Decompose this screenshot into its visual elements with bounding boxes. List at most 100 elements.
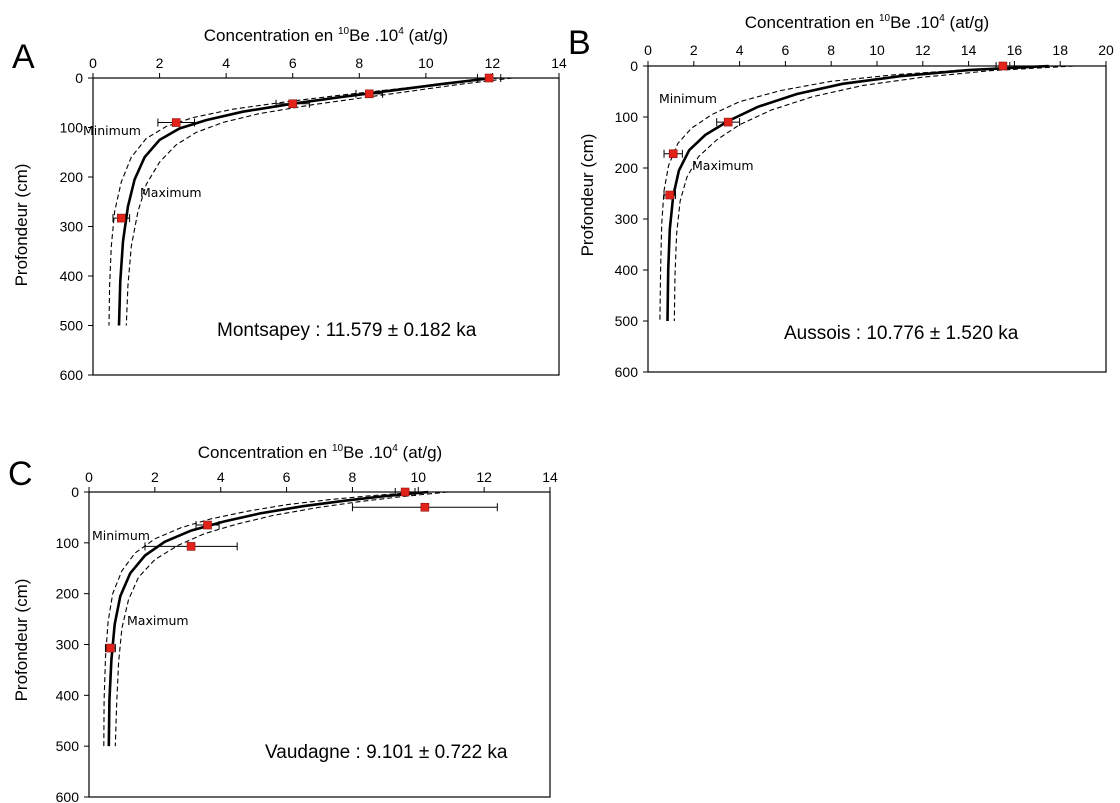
- y-tick-label: 100: [56, 535, 80, 551]
- y-tick-label: 200: [60, 169, 84, 185]
- maximum-curve: [125, 77, 513, 326]
- sample-marker: [186, 542, 196, 551]
- y-tick-label: 500: [60, 318, 84, 334]
- data-points: [663, 61, 1011, 200]
- panel-letter: C: [8, 455, 33, 493]
- x-tick-label: 12: [485, 55, 501, 71]
- exposure-age-result: Vaudagne : 9.101 ± 0.722 ka: [265, 742, 508, 763]
- y-tick-label: 400: [56, 687, 80, 703]
- y-ticks: 0 100 200 300 400 500 600: [615, 58, 648, 380]
- x-tick-label: 8: [827, 42, 835, 58]
- y-tick-label: 0: [630, 58, 638, 74]
- x-tick-label: 8: [349, 469, 357, 485]
- x-tick-label: 4: [222, 55, 230, 71]
- data-points: [112, 73, 502, 223]
- sample-marker: [723, 117, 733, 127]
- exposure-age-result: Montsapey : 11.579 ± 0.182 ka: [217, 320, 477, 341]
- sample-marker: [171, 118, 181, 127]
- data-point: [157, 118, 196, 127]
- x-tick-label: 2: [690, 42, 698, 58]
- panel-letter: B: [568, 24, 591, 62]
- data-point: [112, 213, 131, 223]
- maximum-curve: [673, 65, 1074, 322]
- panel-b: B Concentration en 10Be .104 (at/g) Prof…: [568, 13, 1114, 380]
- x-tick-label: 4: [217, 469, 225, 485]
- sample-marker: [400, 487, 410, 497]
- data-point: [394, 487, 416, 497]
- y-tick-label: 500: [56, 738, 80, 754]
- panel-c: C Concentration en 10Be .104 (at/g) Prof…: [8, 443, 558, 803]
- x-tick-label: 18: [1052, 42, 1068, 58]
- data-point: [275, 99, 310, 109]
- y-tick-label: 0: [71, 484, 79, 500]
- x-axis-label: Concentration en 10Be .104 (at/g): [198, 443, 442, 462]
- y-tick-label: 400: [60, 268, 84, 284]
- y-tick-label: 300: [56, 637, 80, 653]
- sample-marker: [998, 61, 1008, 71]
- data-point: [351, 502, 498, 512]
- x-tick-label: 14: [542, 469, 558, 485]
- x-tick-label: 0: [644, 42, 652, 58]
- data-point: [476, 73, 502, 83]
- data-point: [995, 61, 1011, 71]
- minimum-curve: [659, 65, 1056, 322]
- x-ticks: 0 2 4 6 8 10 12 14: [85, 469, 558, 492]
- x-tick-label: 2: [151, 469, 159, 485]
- y-tick-label: 100: [615, 109, 639, 125]
- data-points: [104, 487, 498, 653]
- x-tick-label: 6: [782, 42, 790, 58]
- x-tick-label: 0: [85, 469, 93, 485]
- x-tick-label: 14: [961, 42, 977, 58]
- annotation-minimum: Minimum: [83, 123, 141, 138]
- x-tick-label: 12: [476, 469, 492, 485]
- data-point: [355, 89, 384, 99]
- sample-marker: [668, 149, 678, 159]
- annotation-minimum: Minimum: [659, 91, 717, 106]
- data-point: [716, 117, 741, 127]
- x-tick-label: 4: [736, 42, 744, 58]
- panel-letter: A: [12, 38, 35, 76]
- x-tick-label: 10: [410, 469, 426, 485]
- sample-marker: [484, 73, 494, 83]
- x-tick-label: 0: [89, 55, 97, 71]
- best-fit-curve: [117, 76, 493, 326]
- x-tick-label: 6: [283, 469, 291, 485]
- best-fit-curve: [666, 64, 1049, 322]
- x-tick-label: 12: [915, 42, 931, 58]
- data-point: [663, 149, 683, 159]
- y-tick-label: 0: [75, 70, 83, 86]
- sample-marker: [203, 520, 212, 530]
- data-point: [144, 542, 238, 551]
- y-axis-label: Profondeur (cm): [578, 134, 597, 257]
- data-point: [195, 520, 220, 530]
- sample-marker: [288, 99, 298, 109]
- x-ticks: 0 2 4 6 8 10 12 14: [89, 55, 567, 78]
- annotation-minimum: Minimum: [92, 528, 150, 543]
- x-tick-label: 2: [156, 55, 164, 71]
- x-tick-label: 8: [355, 55, 363, 71]
- exposure-age-result: Aussois : 10.776 ± 1.520 ka: [784, 323, 1019, 344]
- y-tick-label: 500: [615, 313, 639, 329]
- y-tick-label: 600: [56, 789, 80, 803]
- x-axis-label: Concentration en 10Be .104 (at/g): [745, 13, 989, 32]
- y-tick-label: 300: [615, 211, 639, 227]
- x-tick-label: 10: [869, 42, 885, 58]
- x-tick-label: 14: [551, 55, 567, 71]
- y-tick-label: 200: [615, 160, 639, 176]
- y-tick-label: 600: [615, 364, 639, 380]
- sample-marker: [420, 502, 430, 512]
- x-axis-label: Concentration en 10Be .104 (at/g): [204, 26, 448, 45]
- annotation-maximum: Maximum: [692, 158, 754, 173]
- y-tick-label: 200: [56, 586, 80, 602]
- sample-marker: [364, 89, 374, 99]
- y-ticks: 0 100 200 300 400 500 600: [60, 70, 93, 383]
- maximum-curve: [114, 491, 448, 747]
- y-tick-label: 300: [60, 219, 84, 235]
- y-tick-label: 100: [60, 120, 84, 136]
- panel-a: A Concentration en 10Be .104 (at/g) Prof…: [12, 26, 567, 383]
- y-tick-label: 400: [615, 262, 639, 278]
- y-axis-label: Profondeur (cm): [12, 579, 31, 702]
- y-tick-label: 600: [60, 367, 84, 383]
- x-ticks: 0 2 4 6 8 10 12 14 16 18 20: [644, 42, 1114, 66]
